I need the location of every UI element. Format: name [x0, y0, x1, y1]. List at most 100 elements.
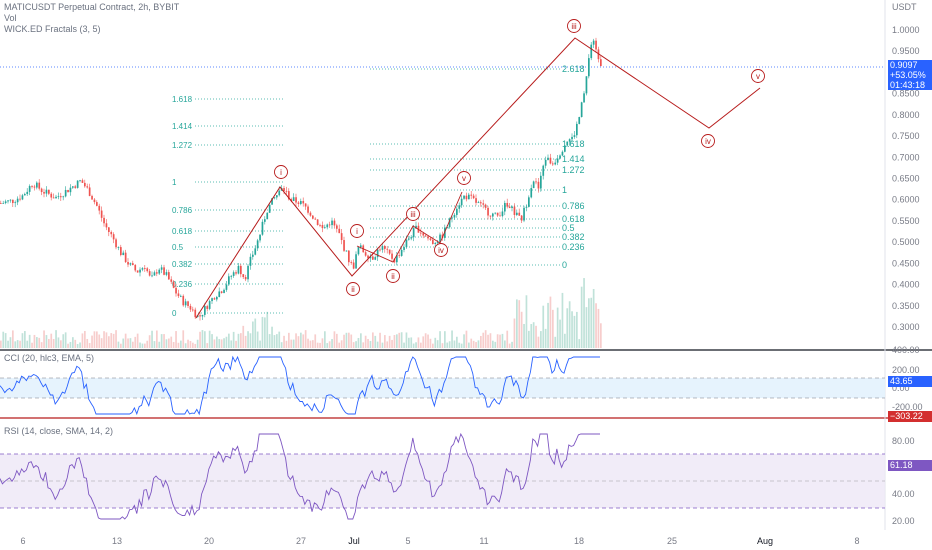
candle-body — [324, 227, 326, 229]
candle-body — [400, 249, 403, 256]
wave-label-iii-minor-circle[interactable] — [406, 207, 420, 221]
volume-bar — [566, 308, 569, 348]
volume-bar — [336, 333, 338, 348]
cci-title[interactable]: CCI (20, hlc3, EMA, 5) — [4, 353, 95, 363]
candle-body — [57, 196, 60, 198]
volume-bar — [204, 331, 206, 348]
candle-body — [379, 249, 381, 251]
candle-body — [465, 195, 468, 200]
candle-body — [21, 195, 24, 200]
rsi-tick-label: 20.00 — [892, 516, 915, 526]
volume-bar — [213, 339, 216, 348]
rsi-title[interactable]: RSI (14, close, SMA, 14, 2) — [4, 426, 114, 436]
elliott-minor-wave[interactable] — [356, 191, 463, 263]
volume-bar — [324, 331, 326, 348]
fib-extension-1[interactable]: 1.618 1.414 1.272 1 0.786 0.618 0.5 0.382 0.236 0 — [172, 95, 284, 318]
volume-legend[interactable]: Vol — [4, 13, 17, 23]
candle-body — [518, 212, 521, 216]
fractals-legend[interactable]: WICK.ED Fractals (3, 5) — [4, 24, 101, 34]
wave-label-ii-minor-circle[interactable] — [386, 269, 400, 283]
wave-label-iii-major-circle[interactable] — [567, 19, 581, 33]
fib-level-label: 0 — [562, 260, 567, 270]
fib-level-label: 1.414 — [562, 154, 585, 164]
elliott-major-wave[interactable] — [195, 37, 761, 319]
volume-bar — [141, 343, 144, 348]
candle-body — [564, 145, 566, 152]
volume-bar — [492, 340, 494, 348]
wave-label-iii-minor[interactable]: iii — [410, 210, 416, 219]
candle-body — [429, 238, 432, 240]
elliott-wave-lines[interactable] — [195, 37, 761, 319]
volume-bar — [264, 317, 266, 348]
volume-bar — [256, 331, 259, 348]
wave-label-ii-major-circle[interactable] — [346, 282, 360, 296]
fib-level-label: 0.786 — [562, 201, 585, 211]
wave-label-iv-minor-circle[interactable] — [434, 243, 448, 257]
fib-level-label: 1.618 — [562, 139, 585, 149]
wave-label-v-minor-circle[interactable] — [457, 171, 471, 185]
fib-extension-2[interactable]: 2.6181.6181.4141.27210.7860.6180.50.3820… — [370, 64, 585, 270]
volume-bar — [302, 334, 305, 348]
candle-body — [230, 275, 233, 277]
wave-label-iv-minor[interactable]: iv — [438, 246, 444, 255]
wave-label-v-major[interactable]: v — [756, 72, 760, 81]
candle-body — [216, 296, 218, 300]
volume-bar — [501, 333, 504, 348]
volume-bar — [196, 339, 199, 348]
volume-bar — [384, 335, 386, 348]
candle-body — [24, 194, 26, 196]
candle-body — [463, 195, 465, 199]
volume-bar — [321, 338, 324, 348]
volume-bar — [451, 330, 453, 348]
candle-body — [439, 234, 441, 243]
volume-bar — [103, 331, 105, 348]
wave-label-v-minor[interactable]: v — [462, 174, 466, 183]
volume-bar — [259, 340, 261, 348]
wave-label-i-minor-circle[interactable] — [350, 224, 364, 238]
price-tick-label: 0.8500 — [892, 89, 920, 99]
candle-body — [168, 272, 170, 280]
wave-label-iii-major[interactable]: iii — [571, 22, 577, 31]
volume-bar — [595, 303, 597, 348]
candle-body — [434, 243, 437, 245]
volume-bar — [9, 337, 12, 348]
wave-label-i-major-circle[interactable] — [274, 165, 288, 179]
volume-bar — [148, 335, 151, 348]
wave-label-ii-major[interactable]: ii — [351, 285, 355, 294]
current-price-value: 0.9097 — [890, 60, 918, 70]
volume-bar — [28, 334, 31, 348]
cci-value-tag: 43.65 — [888, 376, 932, 387]
candle-body — [148, 271, 151, 276]
candle-body — [252, 254, 254, 257]
wave-label-v-major-circle[interactable] — [751, 69, 765, 83]
price-tick-label: 0.4000 — [892, 280, 920, 290]
wave-label-i-major[interactable]: i — [280, 168, 282, 177]
candle-body — [67, 189, 69, 193]
candle-body — [595, 40, 597, 50]
candle-body — [213, 298, 216, 300]
candle-body — [163, 267, 165, 275]
candle-body — [554, 162, 557, 165]
symbol-title[interactable]: MATICUSDT Perpetual Contract, 2h, BYBIT — [4, 2, 180, 12]
candle-body — [38, 182, 41, 189]
candle-body — [556, 158, 559, 163]
volume-bar — [487, 334, 489, 348]
wave-label-iv-major-circle[interactable] — [701, 134, 715, 148]
volume-bar — [576, 311, 578, 348]
volume-bar — [136, 333, 139, 348]
wave-label-i-minor[interactable]: i — [356, 227, 358, 236]
volume-bar — [122, 338, 125, 348]
wave-label-iv-major[interactable]: iv — [705, 137, 711, 146]
volume-bar — [530, 324, 533, 348]
candle-body — [122, 252, 125, 256]
wave-label-ii-minor[interactable]: ii — [391, 272, 395, 281]
volume-bar — [319, 342, 321, 348]
volume-bar — [165, 339, 168, 348]
time-axis[interactable]: 6 13 20 27 Jul 5 11 18 25 Aug 8 — [20, 536, 859, 546]
volume-bar — [494, 341, 497, 348]
candle-body — [292, 197, 295, 202]
volume-bar — [403, 342, 405, 348]
candle-body — [225, 284, 228, 290]
